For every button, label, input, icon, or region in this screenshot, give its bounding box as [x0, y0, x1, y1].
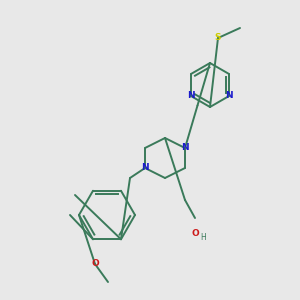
Text: N: N [225, 92, 233, 100]
Text: H: H [200, 233, 206, 242]
Text: O: O [191, 230, 199, 238]
Text: N: N [187, 92, 195, 100]
Text: S: S [215, 34, 221, 43]
Text: N: N [141, 164, 149, 172]
Text: O: O [91, 260, 99, 268]
Text: N: N [181, 143, 189, 152]
